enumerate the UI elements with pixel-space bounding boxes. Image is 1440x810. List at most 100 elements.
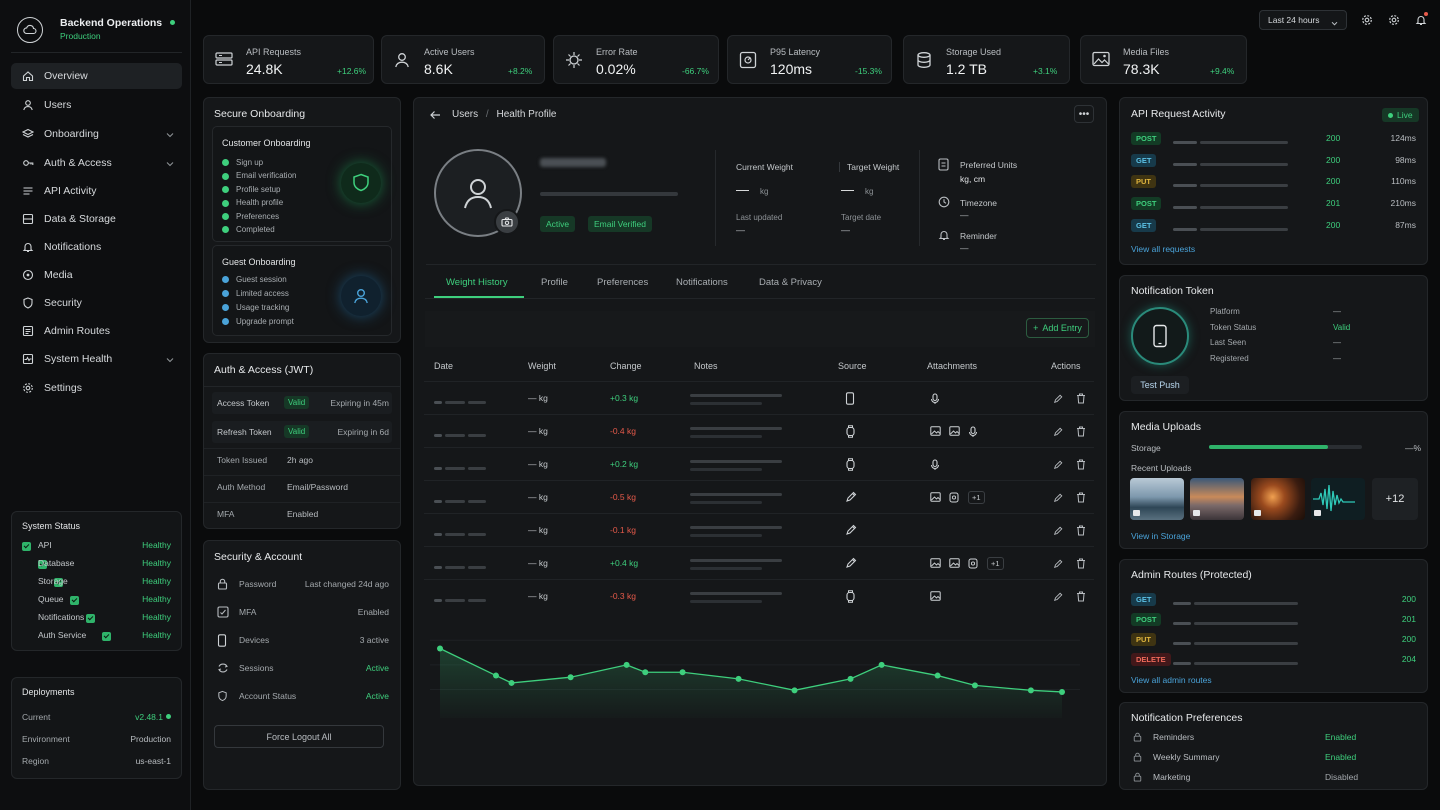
chart-point[interactable] bbox=[1059, 688, 1065, 695]
status-code: 200 bbox=[1326, 133, 1341, 143]
sidebar-item-overview[interactable]: Overview bbox=[11, 63, 182, 89]
edit-icon[interactable] bbox=[1053, 460, 1063, 473]
trash-icon[interactable] bbox=[1076, 525, 1086, 539]
preferences-gear-icon[interactable] bbox=[1388, 14, 1400, 29]
col-attachments: Attachments bbox=[927, 361, 978, 371]
mic-icon[interactable] bbox=[968, 426, 978, 441]
trash-icon[interactable] bbox=[1076, 459, 1086, 473]
chart-point[interactable] bbox=[878, 661, 885, 668]
sidebar-item-api-activity[interactable]: API Activity bbox=[11, 178, 182, 204]
step-label: Sign up bbox=[236, 158, 264, 167]
force-logout-button[interactable]: Force Logout All bbox=[214, 725, 384, 748]
token-expiry: Expiring in 6d bbox=[337, 427, 389, 437]
test-push-button[interactable]: Test Push bbox=[1131, 376, 1189, 394]
camera-icon[interactable] bbox=[494, 209, 520, 235]
device-phone-icon bbox=[1131, 307, 1189, 365]
sidebar-item-admin-routes[interactable]: Admin Routes bbox=[11, 318, 182, 344]
sidebar-item-media[interactable]: Media bbox=[11, 262, 182, 288]
doc-icon[interactable] bbox=[949, 492, 959, 506]
table-row[interactable]: — kg -0.1 kg bbox=[424, 513, 1094, 546]
tab-notifications[interactable]: Notifications bbox=[676, 277, 728, 288]
target-date-value: — bbox=[841, 225, 850, 235]
trash-icon[interactable] bbox=[1076, 591, 1086, 605]
table-row[interactable]: — kg +0.2 kg bbox=[424, 447, 1094, 480]
chart-point[interactable] bbox=[437, 645, 443, 652]
more-attachments-badge[interactable]: +1 bbox=[987, 557, 1004, 570]
onboarding-step: Limited access bbox=[222, 289, 289, 298]
table-row[interactable]: — kg -0.3 kg bbox=[424, 579, 1094, 612]
view-all-admin-routes-link[interactable]: View all admin routes bbox=[1131, 675, 1212, 685]
chart-point[interactable] bbox=[679, 669, 686, 676]
current-weight-unit: kg bbox=[760, 187, 769, 196]
mic-icon[interactable] bbox=[930, 459, 940, 474]
tab-profile[interactable]: Profile bbox=[541, 277, 568, 288]
image-icon[interactable] bbox=[930, 591, 941, 604]
chart-point[interactable] bbox=[735, 675, 742, 682]
security-row-value: Active bbox=[365, 663, 389, 673]
sidebar-item-security[interactable]: Security bbox=[11, 290, 182, 316]
table-row[interactable]: — kg +0.3 kg bbox=[424, 381, 1094, 414]
chevron-down-icon[interactable] bbox=[166, 158, 174, 170]
more-attachments-badge[interactable]: +1 bbox=[968, 491, 985, 504]
pref-value[interactable]: Enabled bbox=[1325, 732, 1357, 742]
pref-value[interactable]: Enabled bbox=[1325, 752, 1357, 762]
edit-icon[interactable] bbox=[1053, 427, 1063, 440]
chart-point[interactable] bbox=[642, 669, 649, 676]
edit-icon[interactable] bbox=[1053, 394, 1063, 407]
edit-icon[interactable] bbox=[1053, 559, 1063, 572]
sidebar-item-data-storage[interactable]: Data & Storage bbox=[11, 206, 182, 232]
edit-icon[interactable] bbox=[1053, 526, 1063, 539]
chevron-down-icon[interactable] bbox=[166, 354, 174, 366]
view-all-requests-link[interactable]: View all requests bbox=[1131, 244, 1196, 254]
status-code: 200 bbox=[1401, 594, 1416, 604]
chevron-down-icon[interactable] bbox=[166, 129, 174, 141]
table-row[interactable]: — kg +0.4 kg +1 bbox=[424, 546, 1094, 579]
table-row[interactable]: — kg -0.4 kg bbox=[424, 414, 1094, 447]
step-label: Completed bbox=[236, 225, 275, 234]
trash-icon[interactable] bbox=[1076, 393, 1086, 407]
image-icon[interactable] bbox=[949, 558, 960, 571]
chart-point[interactable] bbox=[508, 679, 515, 686]
chart-point[interactable] bbox=[1027, 687, 1034, 694]
sidebar-item-settings[interactable]: Settings bbox=[11, 375, 182, 401]
sidebar-item-system-health[interactable]: System Health bbox=[11, 346, 182, 372]
settings-gear-icon[interactable] bbox=[1361, 14, 1373, 29]
chart-point[interactable] bbox=[623, 661, 630, 668]
view-in-storage-link[interactable]: View in Storage bbox=[1131, 531, 1191, 541]
clock-icon bbox=[938, 196, 950, 211]
breadcrumb-users[interactable]: Users bbox=[452, 109, 479, 120]
add-entry-button[interactable]: + Add Entry bbox=[1026, 318, 1089, 338]
notifications-bell-icon[interactable] bbox=[1415, 14, 1427, 29]
image-icon[interactable] bbox=[930, 426, 941, 439]
edit-icon[interactable] bbox=[1053, 592, 1063, 605]
more-options-button[interactable]: ••• bbox=[1074, 105, 1094, 123]
chart-point[interactable] bbox=[567, 674, 574, 681]
image-icon[interactable] bbox=[930, 558, 941, 571]
doc-icon[interactable] bbox=[968, 558, 978, 572]
chart-point[interactable] bbox=[492, 672, 499, 679]
sidebar-item-onboarding[interactable]: Onboarding bbox=[11, 121, 182, 147]
edit-icon[interactable] bbox=[1053, 493, 1063, 506]
sidebar-item-users[interactable]: Users bbox=[11, 92, 182, 118]
more-media-button[interactable]: +12 bbox=[1372, 478, 1418, 520]
image-icon[interactable] bbox=[949, 426, 960, 439]
sidebar-item-auth-access[interactable]: Auth & Access bbox=[11, 150, 182, 176]
image-icon[interactable] bbox=[930, 492, 941, 505]
tab-data-privacy[interactable]: Data & Privacy bbox=[759, 277, 822, 288]
chart-point[interactable] bbox=[934, 672, 941, 679]
chart-point[interactable] bbox=[971, 682, 978, 689]
trash-icon[interactable] bbox=[1076, 426, 1086, 440]
table-row[interactable]: — kg -0.5 kg +1 bbox=[424, 480, 1094, 513]
trash-icon[interactable] bbox=[1076, 558, 1086, 572]
tab-preferences[interactable]: Preferences bbox=[597, 277, 649, 288]
range-select[interactable]: Last 24 hours bbox=[1259, 10, 1347, 30]
response-time: 110ms bbox=[1391, 176, 1416, 187]
tab-weight-history[interactable]: Weight History bbox=[446, 277, 508, 288]
mic-icon[interactable] bbox=[930, 393, 940, 408]
back-arrow-icon[interactable] bbox=[429, 110, 441, 123]
sidebar-item-notifications[interactable]: Notifications bbox=[11, 234, 182, 260]
chart-point[interactable] bbox=[847, 675, 854, 682]
trash-icon[interactable] bbox=[1076, 492, 1086, 506]
pref-value[interactable]: Disabled bbox=[1325, 772, 1359, 782]
chart-point[interactable] bbox=[791, 687, 798, 694]
